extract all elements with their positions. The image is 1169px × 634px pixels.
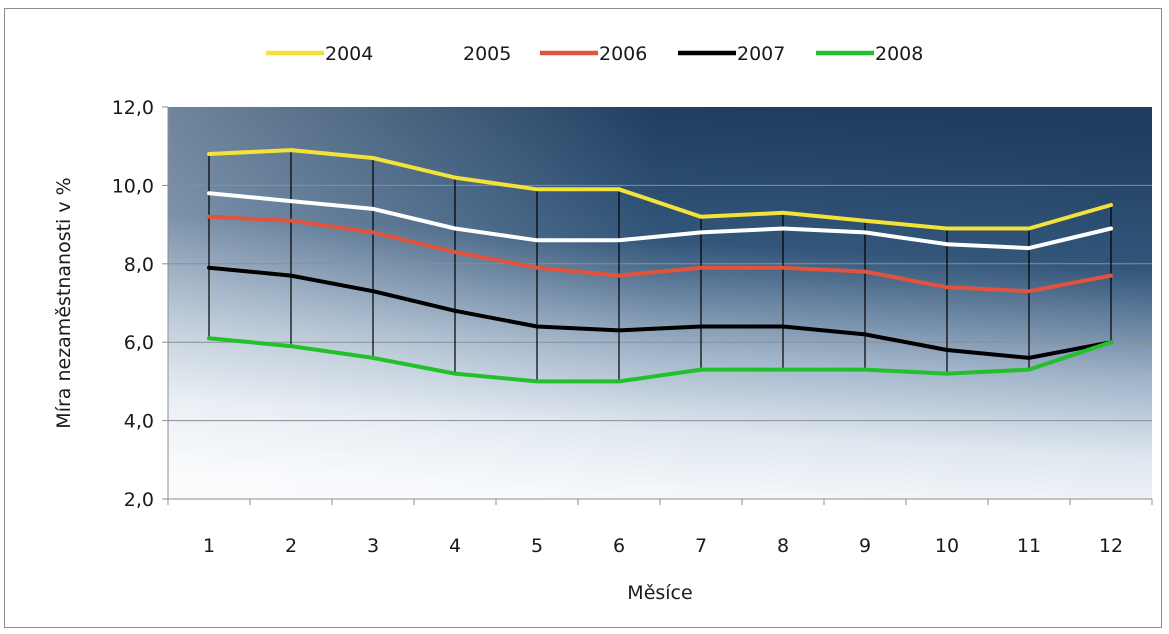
x-tick-label: 7 (695, 535, 707, 557)
y-tick-label: 10,0 (112, 175, 154, 197)
y-tick-label: 2,0 (124, 489, 154, 511)
series-line-2006 (207, 214, 1113, 294)
x-tick-label: 1 (203, 535, 215, 557)
high-low-lines (208, 150, 1112, 382)
x-tick-label: 4 (449, 535, 461, 557)
y-tick-label: 12,0 (112, 97, 154, 119)
legend: 2004 2005 2006 2007 2008 (266, 43, 923, 65)
y-tick-label: 6,0 (124, 332, 154, 354)
y-tick-label: 4,0 (124, 411, 154, 433)
y-tick-label: 8,0 (124, 254, 154, 276)
series-line-2007 (207, 265, 1113, 360)
x-tick-label: 2 (285, 535, 297, 557)
x-tick-label: 3 (367, 535, 379, 557)
y-axis-title: Míra nezaměstnanosti v % (53, 177, 75, 428)
x-tick-label: 11 (1017, 535, 1041, 557)
series-lines (207, 148, 1113, 384)
x-tick-label: 10 (935, 535, 959, 557)
x-tick-label: 6 (613, 535, 625, 557)
legend-label-2006: 2006 (599, 43, 647, 65)
x-tick-label: 9 (859, 535, 871, 557)
gridlines (168, 184, 1152, 422)
x-tick-label: 12 (1099, 535, 1123, 557)
series-line-2004 (207, 148, 1113, 231)
x-axis-title: Měsíce (627, 582, 692, 604)
x-tick-label: 5 (531, 535, 543, 557)
series-line-2008 (207, 336, 1113, 384)
legend-label-2008: 2008 (875, 43, 923, 65)
x-tick-label: 8 (777, 535, 789, 557)
x-axis-tick-labels: 1 2 3 4 5 6 7 8 9 10 11 12 (167, 499, 1153, 557)
plot-area-highlight (168, 107, 1152, 499)
y-axis-tick-labels: 2,0 4,0 6,0 8,0 10,0 12,0 (112, 97, 168, 511)
legend-label-2007: 2007 (737, 43, 785, 65)
legend-label-2005: 2005 (463, 43, 511, 65)
series-line-2005 (207, 191, 1113, 251)
legend-label-2004: 2004 (325, 43, 373, 65)
